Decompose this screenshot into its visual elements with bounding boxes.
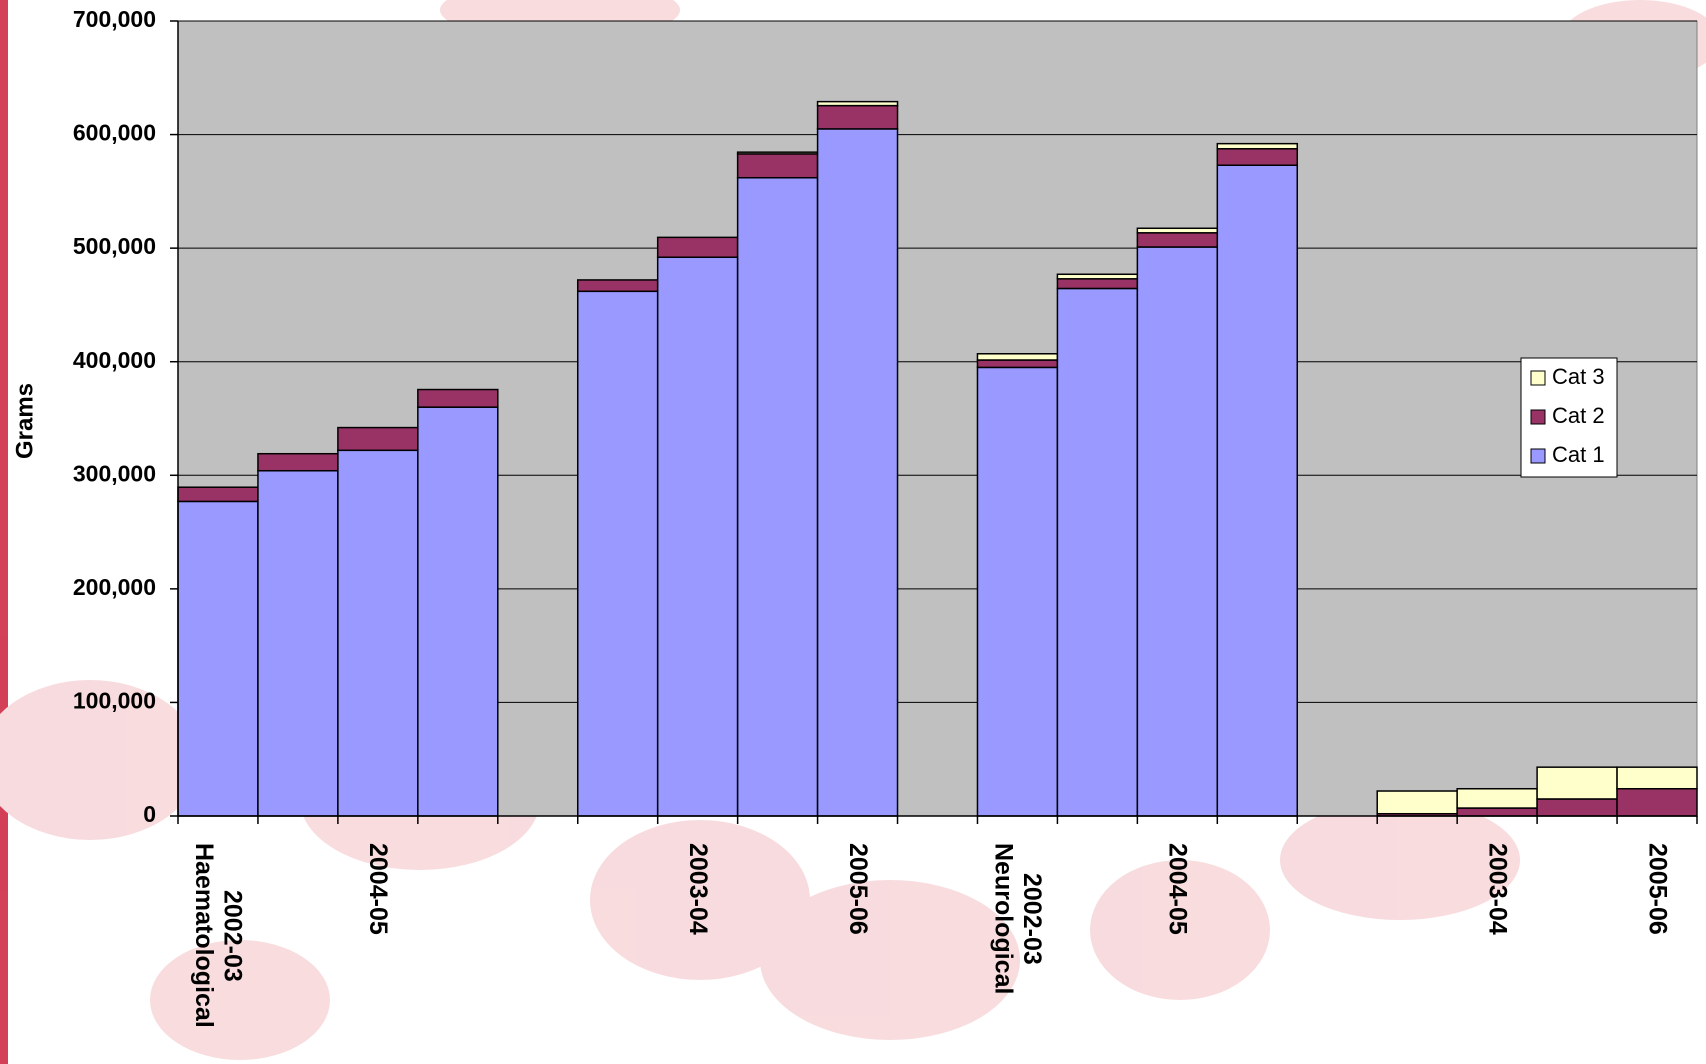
bar-segment	[736, 153, 819, 179]
bar-segment	[576, 290, 659, 817]
legend-label: Cat 1	[1552, 442, 1605, 467]
bar-segment	[257, 452, 339, 472]
bar-segment	[177, 500, 259, 817]
bar-segment	[1136, 232, 1219, 248]
bar-segment	[257, 469, 339, 817]
legend-swatch	[1530, 370, 1546, 386]
bar-segment	[656, 236, 739, 258]
x-tick-label: 2003-04	[684, 843, 713, 935]
legend-swatch	[1530, 448, 1546, 464]
x-tick-label: 2004-05	[1163, 843, 1192, 935]
bar-segment	[417, 388, 499, 408]
y-tick-label: 0	[143, 801, 156, 827]
x-tick-label: 2005-06	[843, 843, 872, 935]
bar-segment	[1056, 273, 1139, 280]
legend-label: Cat 3	[1552, 364, 1605, 389]
y-tick-label: 400,000	[73, 347, 156, 373]
bar-segment	[1536, 798, 1618, 817]
x-tick-label: 2003-04	[1483, 843, 1512, 935]
y-tick-label: 700,000	[73, 6, 156, 32]
bar-segment	[1216, 148, 1299, 166]
bar-segment	[1136, 246, 1219, 817]
legend-swatch	[1530, 409, 1546, 425]
bar-segment	[1136, 227, 1219, 234]
x-tick-label: 2002-03 Neurological	[989, 843, 1047, 995]
bar-segment	[1616, 787, 1698, 817]
bar-segment	[1456, 807, 1538, 817]
bar-segment	[337, 449, 419, 817]
y-tick-label: 200,000	[73, 574, 156, 600]
bar-segment	[816, 128, 899, 817]
bar-segment	[337, 426, 419, 452]
bar-segment	[976, 366, 1059, 817]
bar-segment	[1456, 787, 1538, 809]
bar-segment	[736, 176, 819, 817]
y-tick-label: 600,000	[73, 120, 156, 146]
bar-segment	[1216, 164, 1299, 817]
bar-segment	[1056, 278, 1139, 290]
bar-segment	[816, 104, 899, 130]
bar-segment	[1376, 790, 1458, 815]
bar-segment	[1536, 766, 1618, 800]
x-tick-label: 2002-03 Haematological	[189, 843, 247, 1028]
bar-segment	[1216, 142, 1299, 150]
bar-segment	[976, 353, 1059, 361]
y-tick-label: 300,000	[73, 460, 156, 486]
bar-segment	[417, 406, 499, 817]
bar-segment	[1616, 766, 1698, 790]
bar-segment	[976, 359, 1059, 369]
x-tick-label: 2005-06	[1643, 843, 1672, 935]
bar-segment	[656, 256, 739, 817]
x-tick-label: 2004-05	[364, 843, 393, 935]
legend-label: Cat 2	[1552, 403, 1605, 428]
bar-segment	[1056, 287, 1139, 817]
bar-segment	[736, 151, 819, 155]
y-tick-label: 500,000	[73, 233, 156, 259]
bar-segment	[177, 486, 259, 503]
y-axis-title: Grams	[11, 383, 38, 459]
y-tick-label: 100,000	[73, 688, 156, 714]
bar-segment	[816, 100, 899, 107]
bar-segment	[576, 279, 659, 293]
